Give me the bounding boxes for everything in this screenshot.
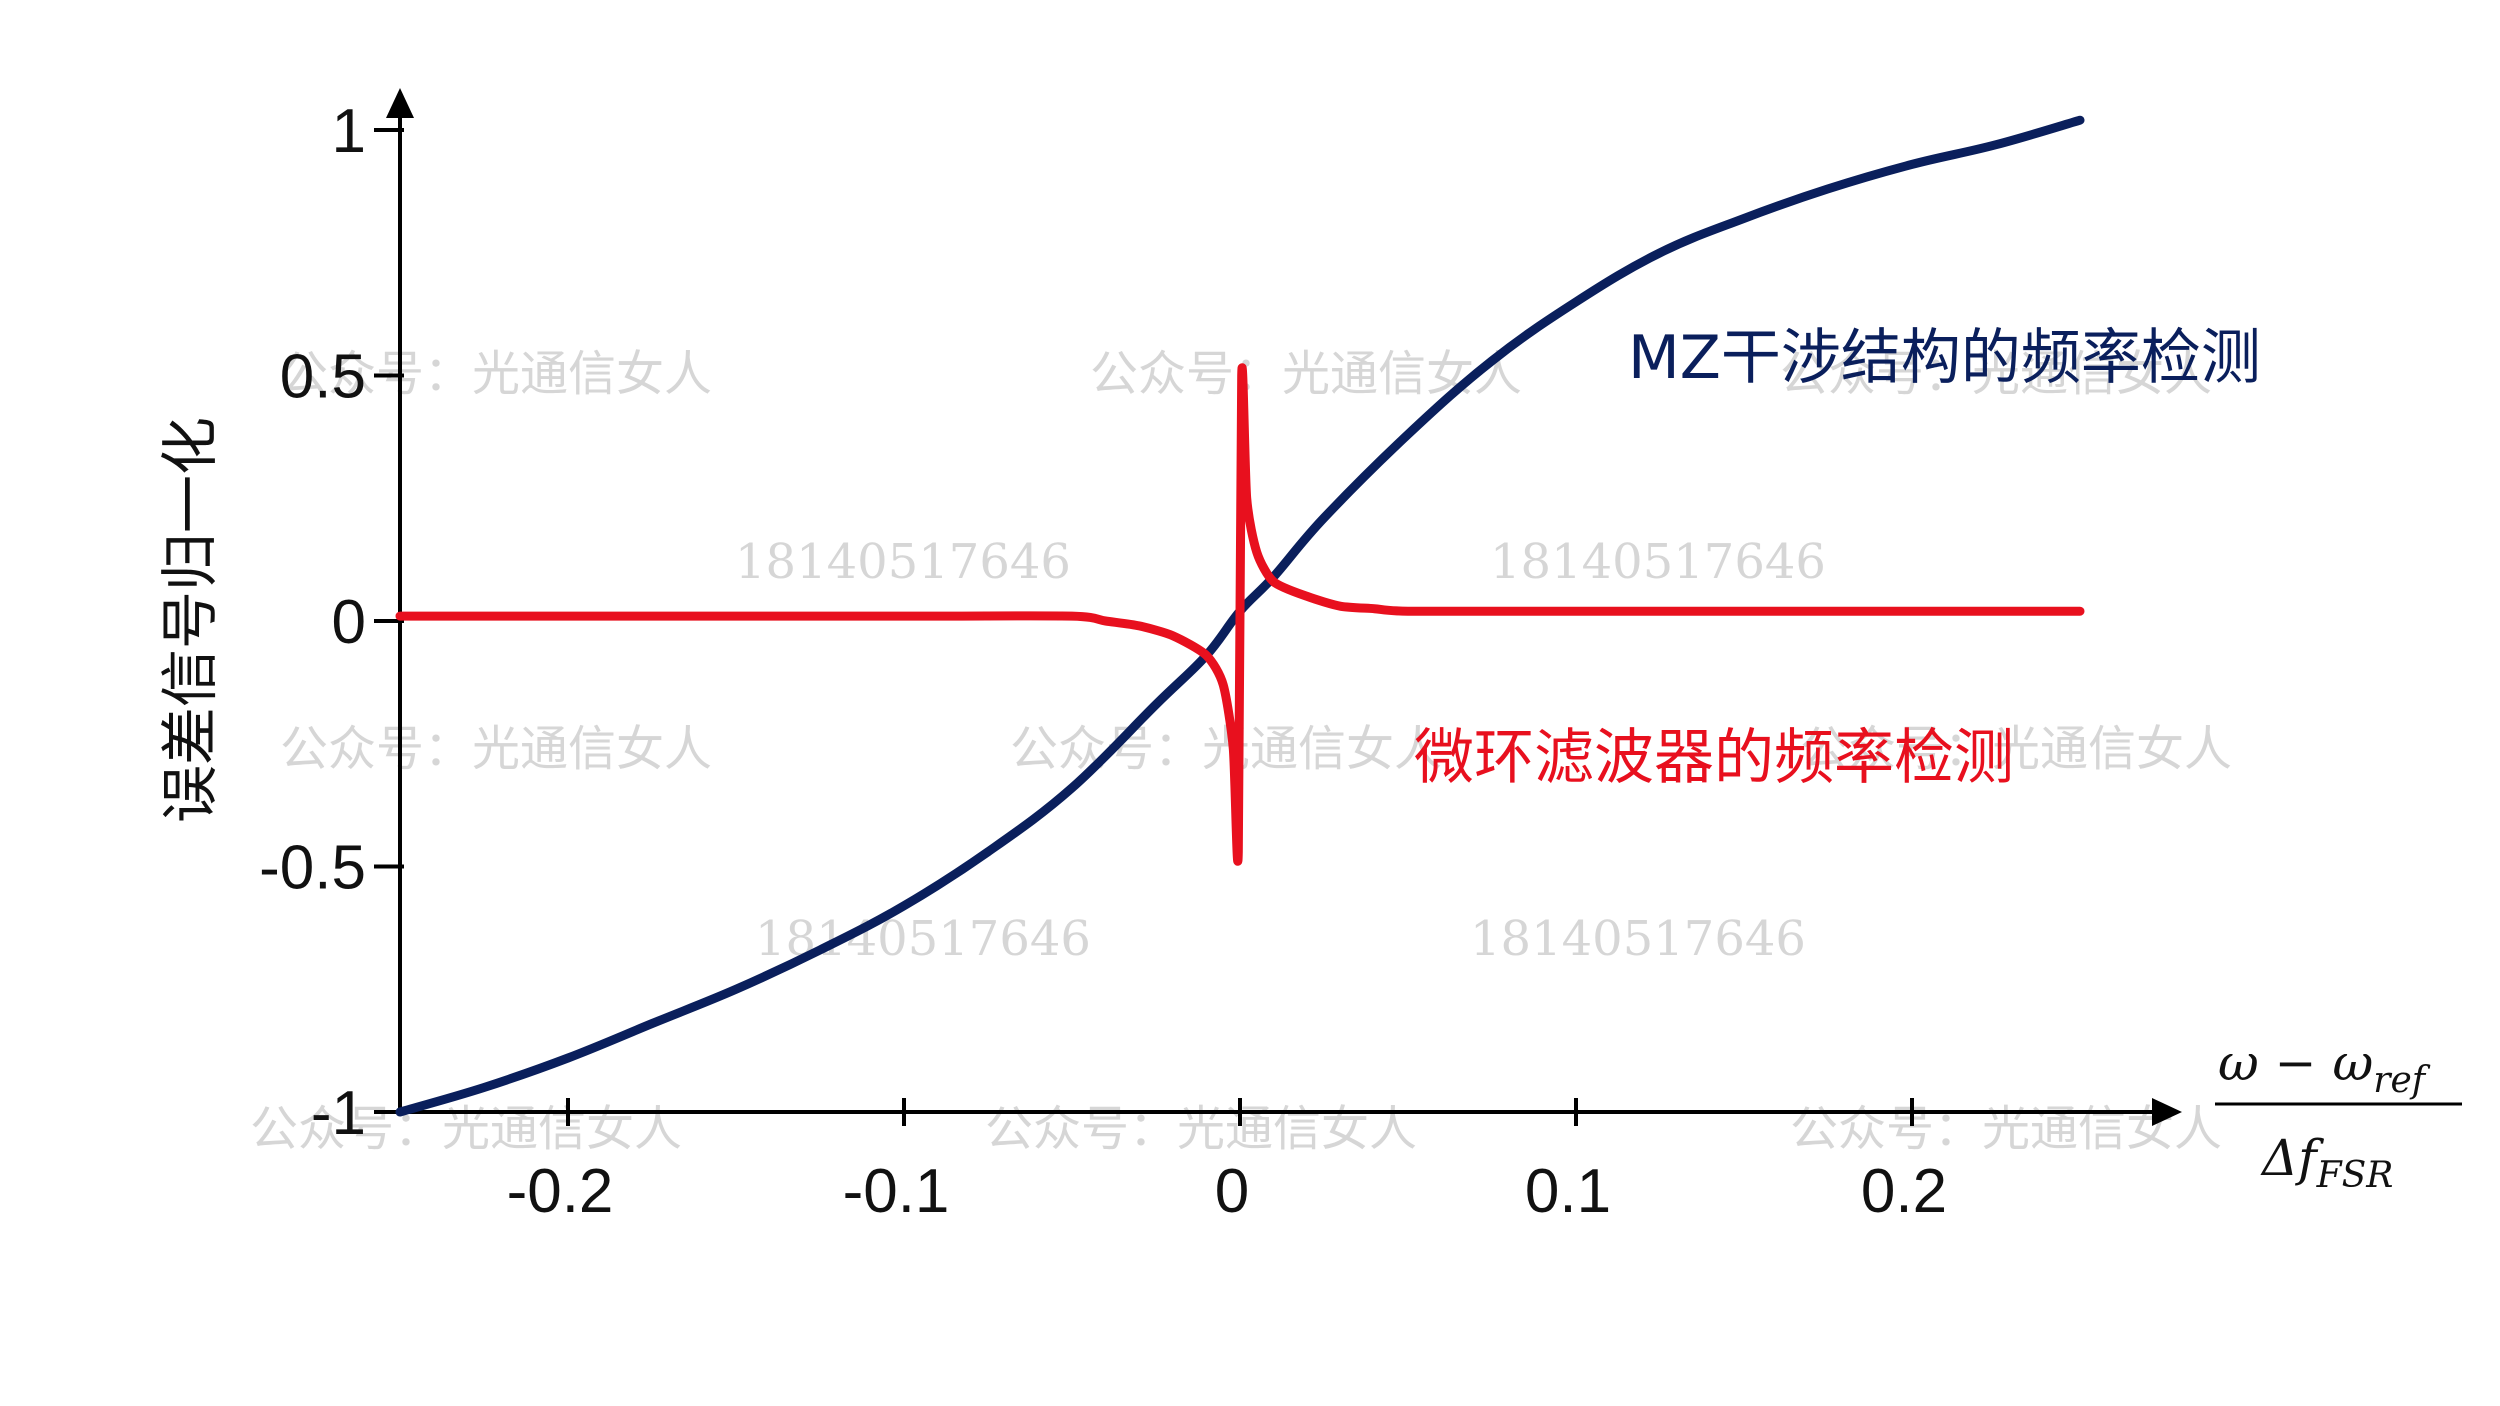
watermark-number: 18140517646 — [1490, 534, 1826, 590]
svg-text:ω − ωref: ω − ωref — [2218, 1034, 2431, 1101]
watermark-layer: 公众号：光通信女人 公众号：光通信女人 公众号：光通信女人 公众号：光通信女人 … — [250, 346, 2232, 1157]
watermark-text: 公众号：光通信女人 — [1780, 346, 2212, 402]
x-tick-label: -0.1 — [843, 1157, 950, 1226]
y-tick-label: 1 — [332, 97, 366, 166]
y-axis-arrow — [386, 88, 414, 118]
watermark-text: 公众号：光通信女人 — [1800, 721, 2232, 777]
x-tick-label: -0.2 — [507, 1157, 614, 1226]
y-tick-label: -1 — [311, 1079, 366, 1148]
watermark-text: 公众号：光通信女人 — [280, 346, 712, 402]
x-tick-label: 0 — [1215, 1157, 1249, 1226]
watermark-text: 公众号：光通信女人 — [1010, 721, 1442, 777]
watermark-number: 18140517646 — [735, 534, 1071, 590]
x-label-numerator-sub: ref — [2373, 1060, 2431, 1101]
mz-series-label: MZ干涉结构的频率检测 — [1628, 323, 2261, 393]
watermark-text: 公众号：光通信女人 — [280, 721, 712, 777]
x-axis-arrow — [2152, 1098, 2182, 1126]
microring-series-label: 微环滤波器的频率检测 — [1414, 723, 2014, 793]
y-axis-label: 误差信号归一化 — [156, 417, 224, 823]
x-tick-label: 0.1 — [1525, 1157, 1611, 1226]
y-tick-label: 0.5 — [280, 343, 366, 412]
svg-text:ΔfFSR: ΔfFSR — [2260, 1129, 2393, 1196]
x-ticks: -0.2 -0.1 0 0.1 0.2 — [507, 1098, 1947, 1226]
microring-series-line — [395, 363, 2085, 866]
x-axis-label: ω − ωref ΔfFSR — [2215, 1034, 2462, 1196]
watermark-text: 公众号：光通信女人 — [985, 1101, 1417, 1157]
watermark-number: 18140517646 — [1470, 911, 1806, 967]
y-tick-label: -0.5 — [259, 834, 366, 903]
x-label-denominator-sub: FSR — [2316, 1155, 2394, 1196]
series-layer — [395, 115, 2085, 1117]
y-ticks: 1 0.5 0 -0.5 -1 — [259, 97, 404, 1148]
y-tick-label: 0 — [332, 588, 366, 657]
x-tick-label: 0.2 — [1861, 1157, 1947, 1226]
x-label-denominator: Δf — [2260, 1129, 2324, 1187]
x-label-numerator: ω − ω — [2218, 1034, 2373, 1092]
axes — [386, 88, 2182, 1126]
